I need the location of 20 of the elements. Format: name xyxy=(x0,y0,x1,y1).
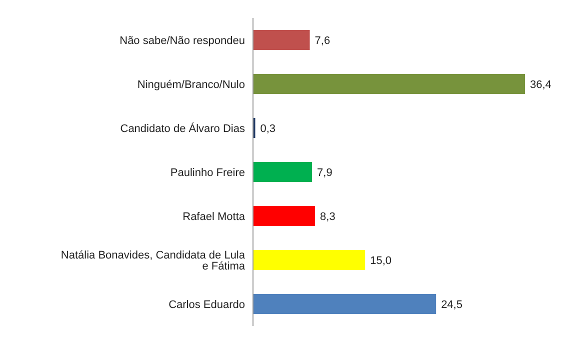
y-tick-label: Ninguém/Branco/Nulo xyxy=(137,78,245,91)
bar xyxy=(253,250,366,270)
y-tick-label: Natália Bonavides, Candidata de Lula e Fátima xyxy=(60,249,246,272)
bar xyxy=(253,162,312,182)
bar xyxy=(253,74,525,94)
data-label: 7,9 xyxy=(317,166,332,179)
bar xyxy=(253,30,310,50)
data-label: 36,4 xyxy=(530,78,552,91)
data-label: 15,0 xyxy=(370,254,392,267)
data-label: 8,3 xyxy=(320,210,336,223)
data-label: 7,6 xyxy=(314,34,330,47)
y-tick-label: Não sabe/Não respondeu xyxy=(120,34,245,47)
y-tick-label: Carlos Eduardo xyxy=(168,298,245,311)
data-label: 24,5 xyxy=(441,298,462,311)
bar xyxy=(253,294,436,314)
data-label: 0,3 xyxy=(260,122,276,135)
y-tick-label: Rafael Motta xyxy=(182,210,246,223)
y-tick-label: Paulinho Freire xyxy=(170,166,245,179)
bar xyxy=(253,206,316,226)
y-tick-label: Candidato de Álvaro Dias xyxy=(120,122,246,135)
